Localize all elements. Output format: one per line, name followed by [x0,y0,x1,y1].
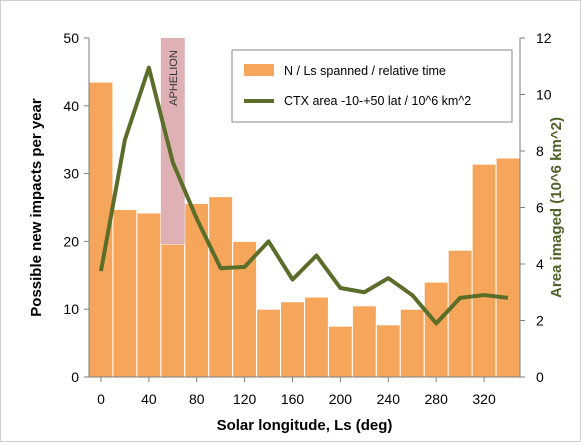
bar [256,308,282,378]
x-tick-label: 0 [97,391,105,407]
bar [232,240,258,378]
aphelion-band [160,38,185,245]
y-tick-label: 20 [63,233,79,249]
y-tick-label: 50 [63,30,79,46]
bar [447,249,473,378]
bar [375,324,401,378]
bar [304,296,329,378]
x-tick-label: 320 [472,391,496,407]
bar [471,163,497,378]
bar [280,301,305,378]
y-tick-label: 30 [63,166,79,182]
y-tick-label: 10 [63,301,79,317]
bar [112,209,138,378]
bar [423,281,449,378]
y2-tick-label: 2 [536,313,544,329]
x-tick-label: 200 [329,391,353,407]
y2-tick-label: 8 [536,143,544,159]
x-tick-label: 80 [189,391,205,407]
y2-tick-label: 10 [536,87,552,103]
bar [327,325,353,378]
x-tick-label: 280 [425,391,449,407]
bar [351,305,377,378]
bar [184,202,210,378]
y-tick-label: 0 [71,369,79,385]
legend: N / Ls spanned / relative time CTX area … [231,49,513,123]
y2-axis-label: Area imaged (10^6 km^2) [548,117,565,298]
x-tick-label: 160 [281,391,305,407]
bar [208,196,234,378]
y-axis-label: Possible new impacts per year [28,98,45,317]
bar [495,157,521,378]
x-tick-label: 120 [233,391,257,407]
bar [399,308,425,378]
legend-bar-swatch [244,64,274,76]
y2-tick-label: 0 [536,369,544,385]
aphelion-label: APHELION [168,50,180,106]
x-tick-label: 240 [377,391,401,407]
legend-box [231,49,513,123]
bar [136,212,162,378]
bar-series [88,81,521,378]
y2-tick-label: 4 [536,256,544,272]
legend-line-label: CTX area -10-+50 lat / 10^6 km^2 [284,94,471,108]
y2-tick-label: 12 [536,30,552,46]
y-tick-label: 40 [63,98,79,114]
y2-tick-label: 6 [536,200,544,216]
legend-bar-label: N / Ls spanned / relative time [284,64,446,78]
bar [160,243,186,378]
x-tick-label: 40 [141,391,157,407]
area-line [99,65,509,326]
axes [84,37,525,382]
x-axis-label: Solar longitude, Ls (deg) [217,417,393,434]
